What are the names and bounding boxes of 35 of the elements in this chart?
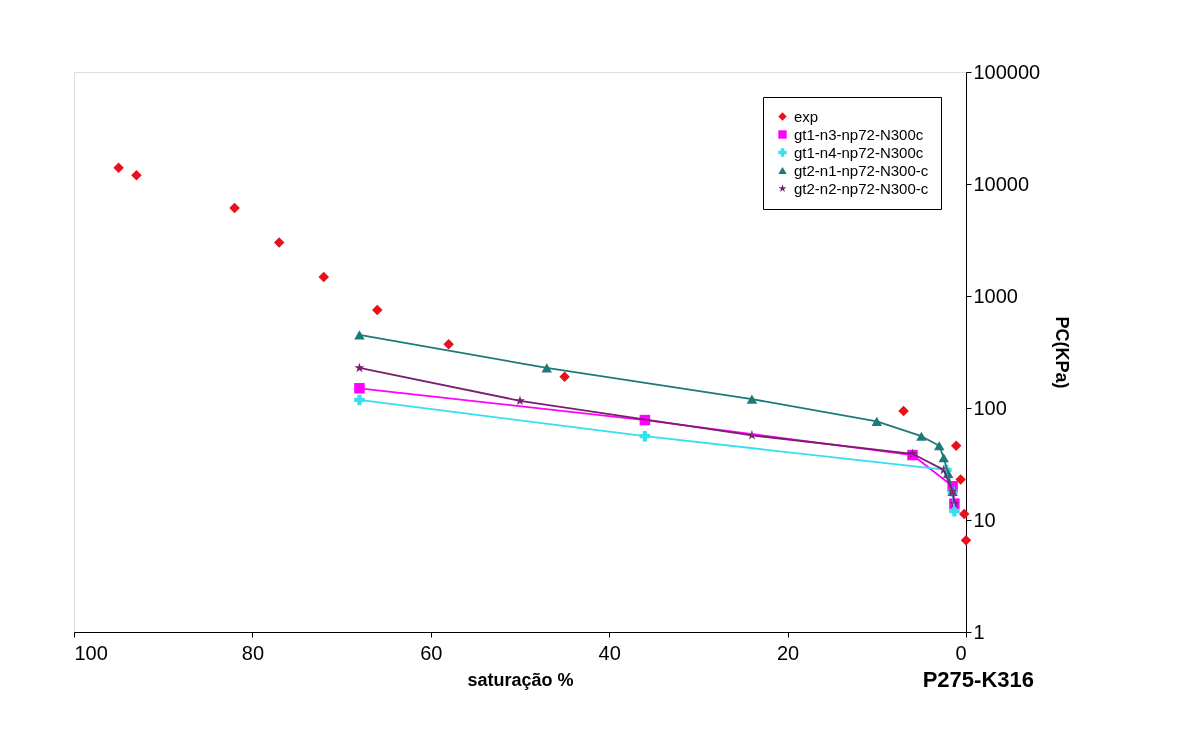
point bbox=[559, 371, 570, 383]
y-tick-label: 10000 bbox=[973, 172, 1030, 195]
point bbox=[354, 394, 365, 406]
x-tick-label: 20 bbox=[776, 641, 800, 664]
legend-label: exp bbox=[794, 107, 819, 125]
point bbox=[229, 202, 240, 214]
point bbox=[955, 474, 966, 485]
x-tick-label: 40 bbox=[598, 641, 621, 664]
y-tick-label: 1000 bbox=[973, 284, 1018, 307]
point bbox=[131, 169, 142, 181]
point bbox=[372, 304, 383, 316]
legend-label: gt1-n3-np72-N300c bbox=[794, 125, 924, 143]
legend-label: gt2-n2-np72-N300-c bbox=[794, 179, 929, 197]
y-tick-label: 100000 bbox=[973, 60, 1041, 83]
x-axis-title: saturação % bbox=[467, 669, 574, 690]
point bbox=[950, 440, 962, 452]
point bbox=[113, 162, 124, 173]
x-tick-label: 80 bbox=[241, 641, 265, 664]
point bbox=[958, 508, 970, 520]
point bbox=[354, 383, 365, 394]
point bbox=[960, 534, 972, 546]
text: P275-K316 bbox=[922, 667, 1034, 692]
point bbox=[273, 237, 285, 248]
legend-label: gt2-n1-np72-N300-c bbox=[794, 161, 929, 179]
x-tick-label: 100 bbox=[74, 641, 108, 664]
y-tick-label: 100 bbox=[973, 396, 1007, 419]
x-tick-label: 60 bbox=[420, 641, 443, 664]
y-axis-title: PC(KPa) bbox=[1052, 316, 1073, 389]
x-tick-label: 0 bbox=[955, 641, 967, 664]
legend-label: gt1-n4-np72-N300c bbox=[794, 143, 924, 161]
point bbox=[318, 271, 329, 283]
point bbox=[443, 339, 454, 350]
y-tick-label: 1 bbox=[973, 620, 985, 643]
y-tick-label: 10 bbox=[973, 508, 996, 531]
point bbox=[898, 405, 909, 417]
